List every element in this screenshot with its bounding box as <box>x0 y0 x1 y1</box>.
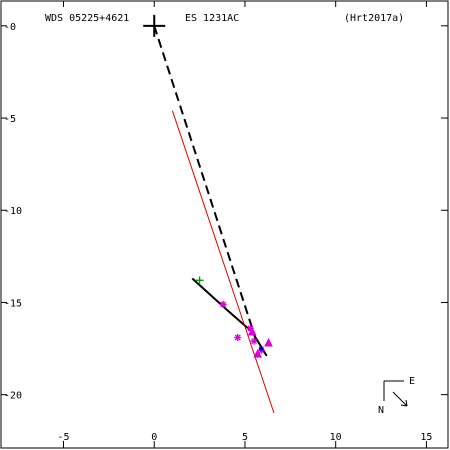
x-tick-label: 0 <box>151 432 157 443</box>
measurement-markers <box>143 14 273 358</box>
triangle-marker <box>253 348 262 358</box>
triangle-marker <box>264 337 273 347</box>
primary-connector <box>153 25 257 340</box>
axis-tick-labels: -5 0 5 10 15 -0 -5 -10 -15 -20 <box>4 22 432 443</box>
compass-east-label: E <box>409 376 415 387</box>
y-tick-label: -10 <box>4 206 22 217</box>
primary-star-marker <box>143 14 166 37</box>
header-system-id: WDS 05225+4621 <box>45 13 129 24</box>
x-tick-label: 5 <box>242 432 248 443</box>
header-pair-name: ES 1231AC <box>185 13 239 24</box>
compass-arrow-head <box>400 399 408 407</box>
orbit-series <box>153 25 275 414</box>
asterisk-marker <box>250 337 258 345</box>
compass-rose: E N <box>378 376 415 416</box>
compass-motion-arrow <box>392 391 408 407</box>
last-measurement-marker <box>259 346 264 351</box>
first-measurement-marker <box>195 276 204 285</box>
x-tick-label: -5 <box>57 432 69 443</box>
compass-north-label: N <box>378 405 384 416</box>
y-tick-label: -15 <box>4 298 22 309</box>
fit-line <box>171 110 275 414</box>
x-tick-label: 10 <box>330 432 342 443</box>
y-tick-label: -5 <box>4 114 16 125</box>
y-tick-label: -0 <box>4 22 16 33</box>
y-tick-label: -20 <box>4 391 22 402</box>
triangle-marker <box>247 326 257 336</box>
asterisk-marker <box>219 300 227 308</box>
asterisk-marker <box>246 324 254 332</box>
header-reference: (Hrt2017a) <box>344 13 404 24</box>
orbit-line <box>191 277 268 357</box>
x-tick-label: 15 <box>420 432 432 443</box>
asterisk-marker <box>234 334 242 341</box>
